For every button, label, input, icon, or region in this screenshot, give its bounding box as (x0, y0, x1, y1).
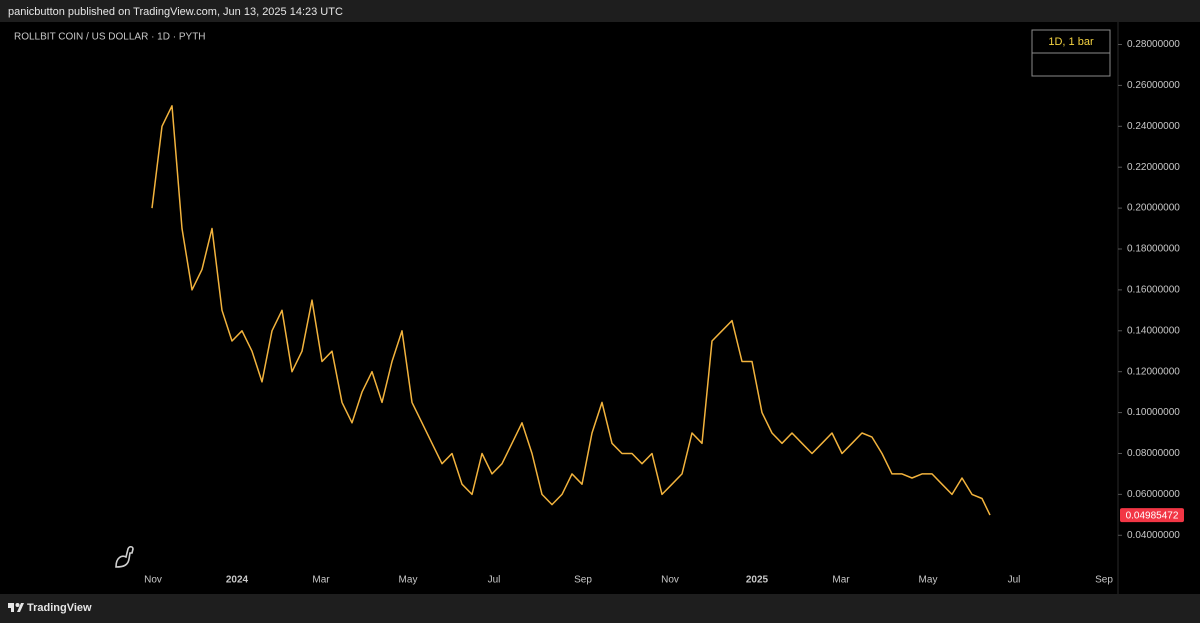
x-tick-label: Sep (1095, 575, 1113, 586)
dino-icon (115, 545, 134, 568)
x-tick-label: Nov (144, 575, 162, 586)
x-tick-label: May (919, 575, 938, 586)
last-price-box (1120, 508, 1184, 523)
footer-brand: TradingView (27, 602, 92, 614)
symbol-title: ROLLBIT COIN / US DOLLAR · 1D · PYTH (14, 32, 206, 43)
chart-background (0, 22, 1200, 594)
y-tick-label: 0.10000000 (1127, 407, 1180, 418)
x-tick-label: Sep (574, 575, 592, 586)
x-tick-label: Jul (488, 575, 501, 586)
y-tick-label: 0.08000000 (1127, 448, 1180, 459)
x-tick-label: Mar (312, 575, 330, 586)
x-tick-label: Nov (661, 575, 679, 586)
y-tick-label: 0.14000000 (1127, 325, 1180, 336)
publish-header: panicbutton published on TradingView.com… (8, 6, 343, 18)
y-tick-label: 0.28000000 (1127, 39, 1180, 50)
x-tick-label: 2024 (226, 575, 249, 586)
y-tick-label: 0.06000000 (1127, 489, 1180, 500)
y-tick-label: 0.20000000 (1127, 203, 1180, 214)
y-tick-label: 0.18000000 (1127, 244, 1180, 255)
legend-interval: 1D, 1 bar (1048, 36, 1094, 48)
y-tick-label: 0.26000000 (1127, 80, 1180, 91)
y-tick-label: 0.24000000 (1127, 121, 1180, 132)
x-tick-label: Mar (832, 575, 850, 586)
y-tick-label: 0.04000000 (1127, 530, 1180, 541)
y-tick-label: 0.16000000 (1127, 285, 1180, 296)
x-tick-label: 2025 (746, 575, 769, 586)
y-tick-label: 0.22000000 (1127, 162, 1180, 173)
x-tick-label: May (399, 575, 418, 586)
footer-logo (8, 603, 24, 612)
price-line (151, 105, 991, 516)
x-tick-label: Jul (1008, 575, 1021, 586)
y-tick-label: 0.12000000 (1127, 366, 1180, 377)
last-price-label: 0.04985472 (1126, 510, 1179, 521)
